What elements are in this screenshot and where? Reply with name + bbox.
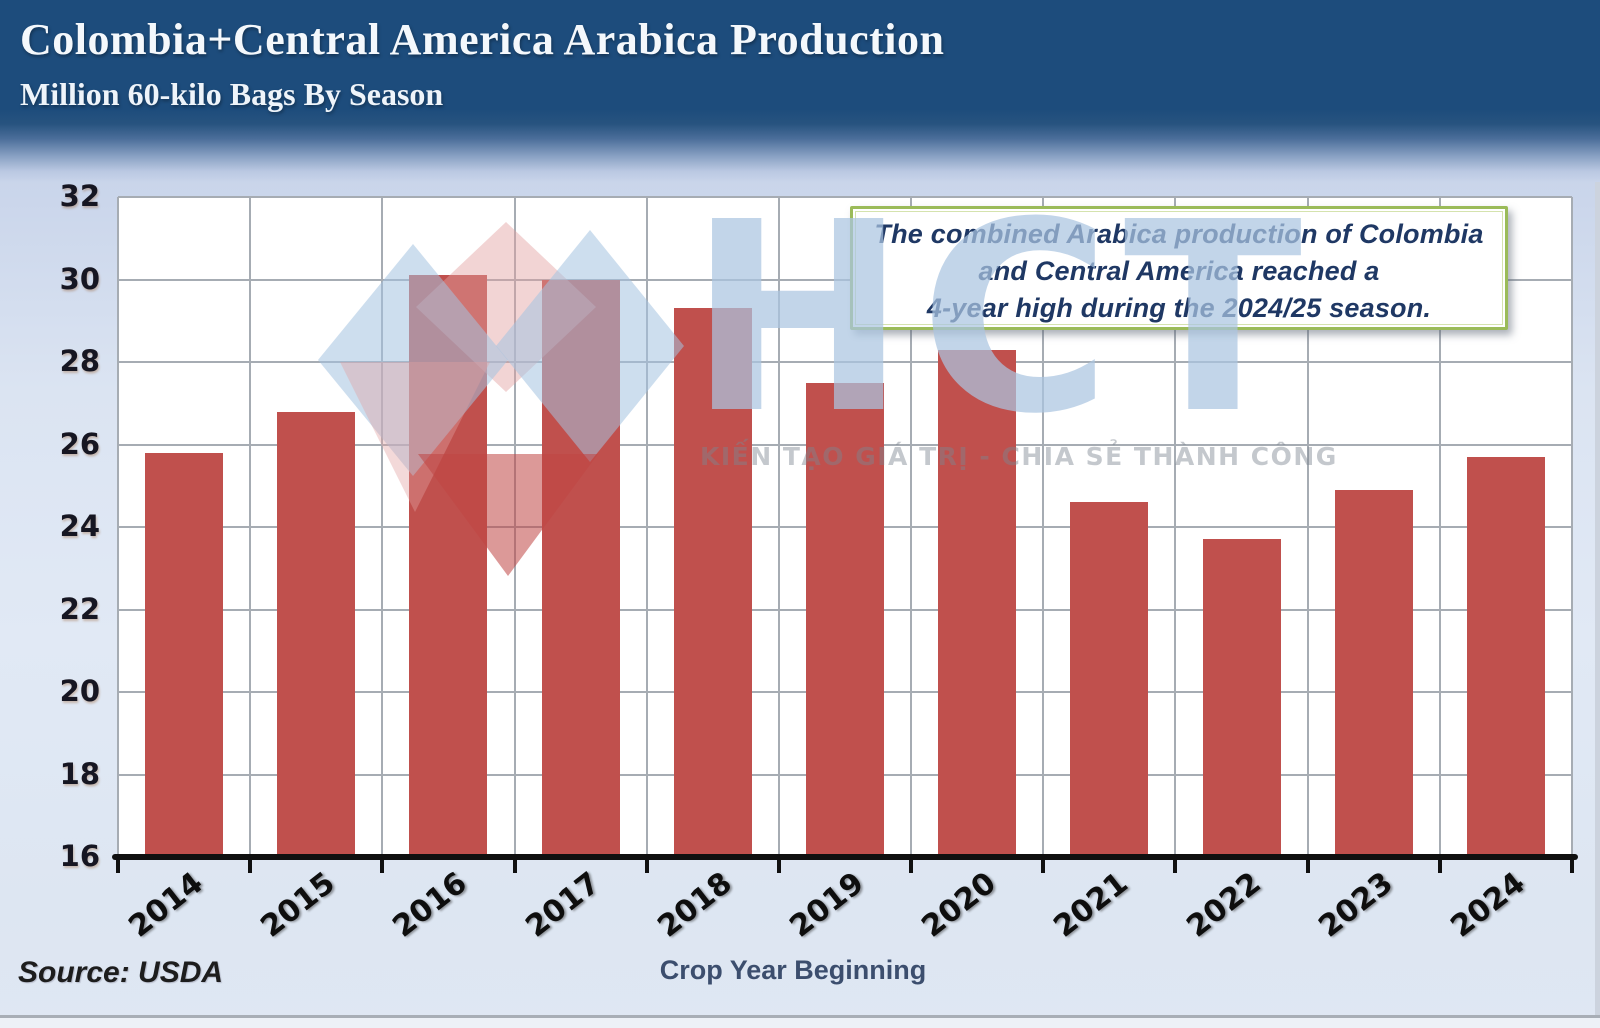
source-label: Source: USDA [18,956,224,989]
gridline-v [1174,197,1177,857]
gridline-v [1438,197,1441,857]
bar-2018 [673,308,752,857]
y-tick-label: 18 [59,756,100,791]
bar-2016 [409,275,488,857]
x-axis-tick [380,859,385,873]
gridline-v [910,197,913,857]
bottom-strip [0,1018,1600,1028]
x-axis-tick [776,859,781,873]
x-axis-tick [1570,859,1574,873]
x-axis-tick [248,859,253,873]
x-axis-title: Crop Year Beginning [659,955,927,985]
gridline-v [645,197,648,857]
gridline-v [777,197,780,857]
annotation-line-2: and Central America reached a [978,256,1380,286]
header-banner [0,0,1600,182]
x-axis-tick [1041,859,1046,873]
x-axis-tick [1173,859,1178,873]
bar-2021 [1070,502,1149,857]
x-axis-tick [1305,859,1310,873]
y-tick-label: 24 [59,509,100,543]
y-tick-label: 30 [59,261,100,296]
x-axis-tick [512,859,517,873]
x-tick-label: 2023 [1312,865,1400,945]
x-axis-line [112,854,1578,860]
gridline-v [381,197,384,857]
bar-2015 [277,411,356,857]
gridline-v [117,197,119,857]
bar-2022 [1202,539,1281,857]
x-tick-label: 2016 [386,865,475,945]
x-tick-label: 2019 [783,865,871,945]
x-tick-label: 2024 [1444,865,1532,945]
y-tick-label: 26 [59,426,100,461]
x-axis-tick [644,859,649,873]
y-tick-label: 20 [59,674,100,708]
x-axis-tick [1437,859,1442,873]
bar-2017 [541,279,620,857]
gridline-v [513,197,516,857]
y-tick-label: 22 [59,591,100,626]
gridline-v [1571,197,1573,857]
gridline-v [1306,197,1309,857]
right-edge [1595,182,1600,1015]
annotation-callout: The combined Arabica production of Colom… [850,206,1508,330]
bar-2019 [806,382,884,857]
bottom-divider [0,1015,1600,1018]
gridline-h [118,196,1572,198]
x-axis-tick [116,859,120,873]
x-axis-tick [909,859,914,873]
page-subtitle: Million 60-kilo Bags By Season [20,76,444,112]
page-title: Colombia+Central America Arabica Product… [20,15,945,64]
bar-2024 [1466,456,1545,857]
annotation-line-3: 4-year high during the 2024/25 season. [926,293,1432,323]
gridline-v [249,197,252,857]
x-tick-label: 2015 [254,865,342,945]
x-tick-label: 2020 [915,865,1003,945]
bar-2014 [145,452,224,857]
x-tick-label: 2022 [1179,865,1268,945]
bar-2020 [938,349,1017,857]
x-tick-label: 2021 [1047,865,1136,945]
x-tick-label: 2018 [651,865,739,945]
x-tick-label: 2017 [518,865,607,945]
annotation-line-1: The combined Arabica production of Colom… [874,219,1484,249]
gridline-v [1042,197,1045,857]
x-tick-label: 2014 [122,865,210,945]
gridline-h [118,361,1572,363]
y-tick-label: 28 [59,344,100,378]
gridline-h [118,278,1572,281]
y-tick-label: 16 [59,839,100,873]
y-tick-label: 32 [59,179,100,213]
bar-2023 [1334,489,1413,857]
